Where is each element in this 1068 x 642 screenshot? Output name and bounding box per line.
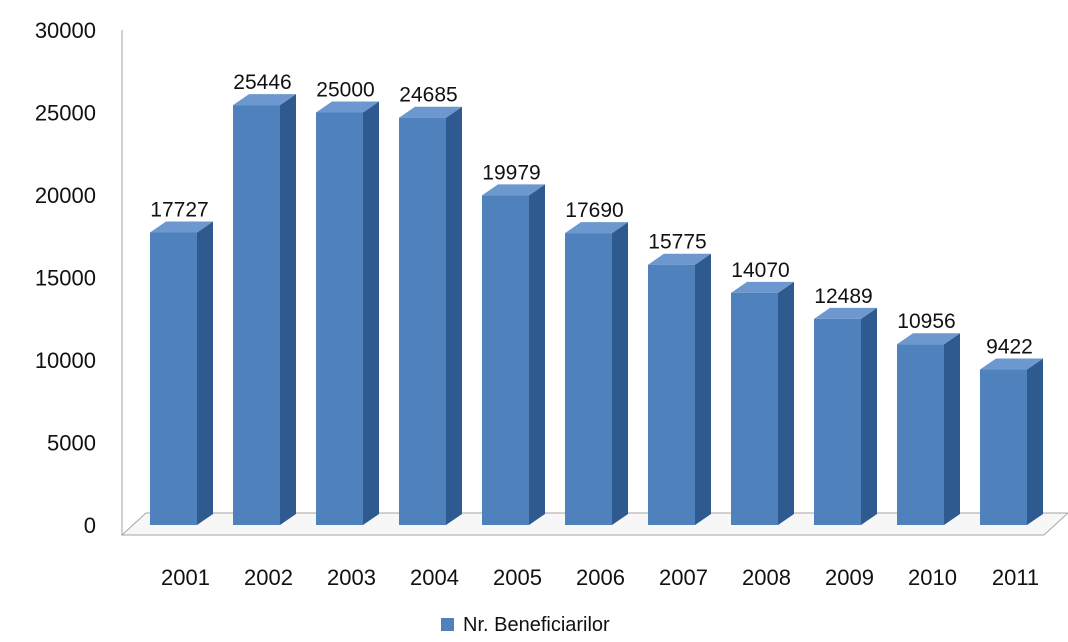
bar-side-face [944, 333, 960, 525]
bar-front-face [897, 344, 944, 525]
y-tick-label: 15000 [35, 266, 96, 291]
legend: Nr. Beneficiarilor [441, 614, 610, 636]
bar [648, 253, 711, 525]
x-tick-label: 2008 [742, 565, 791, 590]
bar-side-face [280, 94, 296, 526]
y-tick-label: 20000 [35, 183, 96, 208]
bar-top-face [648, 253, 711, 265]
bar-front-face [565, 233, 612, 526]
x-tick-label: 2011 [992, 565, 1039, 590]
bar-front-face [316, 112, 363, 525]
x-tick-label: 2009 [825, 565, 874, 590]
bar-front-face [233, 105, 280, 526]
y-tick-label: 10000 [35, 348, 96, 373]
x-tick-label: 2007 [659, 565, 708, 590]
y-tick-label: 0 [84, 513, 96, 538]
y-tick-label: 25000 [35, 101, 96, 126]
bar [565, 222, 628, 526]
bar [731, 281, 794, 525]
data-label: 17727 [150, 199, 208, 222]
bar-side-face [197, 221, 213, 525]
bar-side-face [363, 101, 379, 525]
bar-side-face [861, 307, 877, 525]
bar-front-face [814, 318, 861, 525]
bar-front-face [731, 292, 778, 525]
bar-front-face [482, 195, 529, 525]
bar-top-face [233, 94, 296, 106]
bar-top-face [316, 101, 379, 113]
bar-top-face [565, 222, 628, 234]
bar-side-face [446, 106, 462, 525]
bar [233, 94, 296, 526]
data-label: 10956 [897, 310, 955, 333]
bar-top-face [482, 184, 545, 196]
bar [150, 221, 213, 525]
bar-top-face [814, 307, 877, 319]
x-tick-label: 2010 [908, 565, 957, 590]
x-tick-label: 2004 [410, 565, 459, 590]
bar-top-face [897, 333, 960, 345]
x-tick-label: 2001 [161, 565, 210, 590]
data-label: 24685 [399, 84, 457, 107]
bar-top-face [150, 221, 213, 233]
bar-side-face [612, 222, 628, 526]
data-label: 25000 [316, 79, 374, 102]
y-tick-label: 30000 [35, 18, 96, 43]
bar-side-face [778, 281, 794, 525]
bar [482, 184, 545, 525]
bar-front-face [150, 232, 197, 525]
bars-layer [150, 94, 1043, 526]
bar [980, 358, 1043, 525]
bar-top-face [731, 281, 794, 293]
bar-side-face [1027, 358, 1043, 525]
x-tick-label: 2006 [576, 565, 625, 590]
bar [399, 106, 462, 525]
y-tick-label: 5000 [47, 431, 96, 456]
data-label: 19979 [482, 161, 540, 184]
data-label: 9422 [986, 336, 1033, 359]
x-tick-label: 2005 [493, 565, 542, 590]
bar [897, 333, 960, 525]
bar [316, 101, 379, 525]
legend-swatch [441, 618, 454, 631]
bar-side-face [695, 253, 711, 525]
bar-top-face [980, 358, 1043, 370]
labels-layer: 17727 2001 25446 2002 25000 2003 24685 2004 1997… [150, 71, 1039, 590]
bar-side-face [529, 184, 545, 525]
legend-label: Nr. Beneficiarilor [463, 614, 610, 636]
data-label: 25446 [233, 71, 291, 94]
bar-front-face [980, 369, 1027, 525]
data-label: 15775 [648, 231, 706, 254]
bar-top-face [399, 106, 462, 118]
bar [814, 307, 877, 525]
bar-front-face [399, 117, 446, 525]
x-tick-label: 2003 [327, 565, 376, 590]
data-label: 17690 [565, 199, 623, 222]
data-label: 14070 [731, 259, 789, 282]
data-label: 12489 [814, 285, 872, 308]
x-tick-label: 2002 [244, 565, 293, 590]
bar-front-face [648, 264, 695, 525]
